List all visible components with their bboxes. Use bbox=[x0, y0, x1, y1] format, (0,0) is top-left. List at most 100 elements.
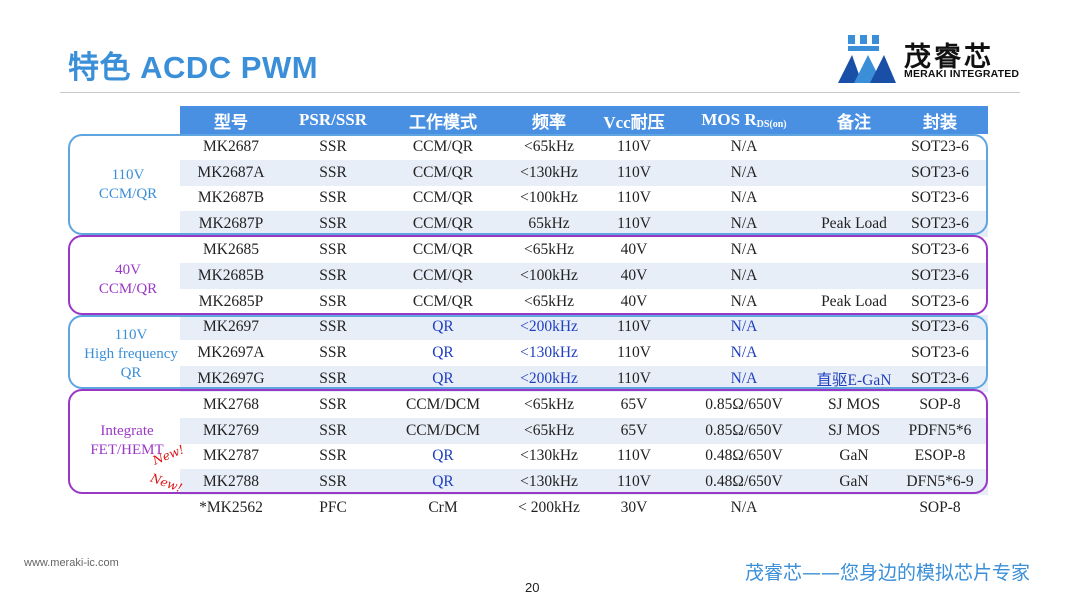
cell-mos-rds: N/A bbox=[730, 266, 758, 284]
cell-psr-ssr: SSR bbox=[319, 318, 347, 336]
page-number: 20 bbox=[525, 580, 540, 595]
table-row: MK2768 SSR CCM/DCM <65kHz 65V 0.85Ω/650V SJ MO… bbox=[180, 392, 988, 418]
cell-package: SOT23-6 bbox=[911, 370, 969, 388]
cell-mode: CCM/QR bbox=[412, 292, 474, 310]
product-table: 型号 PSR/SSR 工作模式 频率 Vcc耐压 MOS R DS(on) 备注 … bbox=[180, 106, 988, 521]
footer-slogan: 茂睿芯——您身边的模拟芯片专家 bbox=[745, 562, 1031, 584]
cell-psr-ssr: PFC bbox=[319, 499, 347, 517]
group-label-line: 110V bbox=[111, 167, 145, 183]
group-label-line: 110V bbox=[114, 327, 148, 343]
cell-frequency: <130kHz bbox=[520, 344, 578, 362]
group-label-line: CCM/QR bbox=[98, 281, 158, 297]
cell-vcc: 65V bbox=[620, 395, 648, 413]
cell-mos-rds: 0.48Ω/650V bbox=[705, 447, 783, 465]
cell-psr-ssr: SSR bbox=[319, 137, 347, 155]
cell-notes bbox=[816, 495, 892, 521]
cell-frequency: <130kHz bbox=[520, 473, 578, 491]
cell-mode: CCM/DCM bbox=[405, 395, 481, 413]
cell-frequency: <130kHz bbox=[520, 447, 578, 465]
table-row: MK2769 SSR CCM/DCM <65kHz 65V 0.85Ω/650V SJ MO… bbox=[180, 417, 988, 444]
cell-package: SOP-8 bbox=[919, 395, 961, 413]
cell-model: MK2687 bbox=[203, 137, 259, 155]
cell-psr-ssr: SSR bbox=[319, 473, 347, 491]
cell-model: MK2697A bbox=[197, 344, 265, 362]
cell-psr-ssr: SSR bbox=[319, 292, 347, 310]
header-package: 封装 bbox=[923, 112, 957, 132]
group-frame-110v-high-freq-qr bbox=[68, 315, 988, 389]
cell-vcc: 110V bbox=[617, 137, 651, 155]
cell-frequency: <200kHz bbox=[520, 318, 578, 336]
cell-package: SOT23-6 bbox=[911, 137, 969, 155]
cell-mos-rds: N/A bbox=[730, 292, 758, 310]
cell-mos-rds: N/A bbox=[730, 163, 758, 181]
header-psr-ssr: PSR/SSR bbox=[298, 110, 368, 129]
cell-psr-ssr: SSR bbox=[319, 421, 347, 439]
cell-mode: CCM/QR bbox=[412, 266, 474, 284]
cell-notes: GaN bbox=[839, 447, 869, 465]
cell-psr-ssr: SSR bbox=[319, 241, 347, 259]
group-label-line: QR bbox=[120, 365, 142, 381]
meraki-logo-icon bbox=[838, 35, 896, 83]
cell-psr-ssr: SSR bbox=[319, 370, 347, 388]
table-row: MK2685P SSR CCM/QR <65kHz 40V N/A Peak Load SOT… bbox=[180, 289, 988, 315]
cell-frequency: <65kHz bbox=[523, 241, 575, 259]
title-divider bbox=[60, 92, 1020, 93]
table-header: 型号 PSR/SSR 工作模式 频率 Vcc耐压 MOS R DS(on) 备注 … bbox=[180, 106, 988, 134]
cell-mode: QR bbox=[432, 318, 454, 336]
table-row: MK2697A SSR QR <130kHz 110V N/A SOT23-6 bbox=[180, 340, 988, 366]
cell-psr-ssr: SSR bbox=[319, 189, 347, 207]
cell-model: MK2687B bbox=[197, 189, 265, 207]
cell-mos-rds: 0.48Ω/650V bbox=[705, 473, 783, 491]
cell-mode: QR bbox=[432, 344, 454, 362]
table-row: *MK2562 PFC CrM < 200kHz 30V N/A SOP-8 bbox=[180, 495, 988, 521]
cell-package: SOT23-6 bbox=[911, 344, 969, 362]
table-row: MK2687P SSR CCM/QR 65kHz 110V N/A Peak Load SOT… bbox=[180, 211, 988, 238]
cell-frequency: <65kHz bbox=[523, 421, 575, 439]
cell-model: MK2685B bbox=[197, 266, 265, 284]
cell-mode: CCM/QR bbox=[412, 137, 474, 155]
header-frequency: 频率 bbox=[532, 112, 566, 132]
cell-vcc: 110V bbox=[617, 189, 651, 207]
cell-mode: CCM/QR bbox=[412, 215, 474, 233]
cell-mos-rds: N/A bbox=[730, 499, 758, 517]
table-row: MK2687 SSR CCM/QR <65kHz 110V N/A SOT23-6 bbox=[180, 134, 988, 160]
cell-psr-ssr: SSR bbox=[319, 266, 347, 284]
cell-vcc: 110V bbox=[617, 370, 651, 388]
logo-subtext: MERAKI INTEGRATED bbox=[904, 68, 1020, 80]
cell-mode: CCM/QR bbox=[412, 241, 474, 259]
header-mos-sub: DS(on) bbox=[756, 118, 787, 130]
cell-vcc: 110V bbox=[617, 473, 651, 491]
group-label-line: High frequency bbox=[84, 346, 178, 362]
table-row: MK2685 SSR CCM/QR <65kHz 40V N/A SOT23-6 bbox=[180, 237, 988, 263]
group-label-line: Integrate bbox=[100, 423, 154, 439]
cell-frequency: <100kHz bbox=[520, 189, 578, 207]
cell-vcc: 110V bbox=[617, 344, 651, 362]
cell-psr-ssr: SSR bbox=[319, 447, 347, 465]
cell-notes: SJ MOS bbox=[827, 421, 881, 439]
cell-mode: CrM bbox=[428, 499, 458, 517]
cell-mos-rds: 0.85Ω/650V bbox=[705, 395, 783, 413]
header-mode: 工作模式 bbox=[409, 112, 477, 132]
cell-vcc: 40V bbox=[620, 241, 648, 259]
cell-package: SOT23-6 bbox=[911, 163, 969, 181]
cell-mos-rds: N/A bbox=[730, 215, 758, 233]
cell-model: MK2685 bbox=[203, 241, 259, 259]
cell-mode: CCM/QR bbox=[412, 189, 474, 207]
cell-mode: CCM/DCM bbox=[405, 421, 481, 439]
cell-vcc: 110V bbox=[617, 163, 651, 181]
cell-frequency: <200kHz bbox=[520, 370, 578, 388]
cell-vcc: 40V bbox=[620, 266, 648, 284]
cell-package: SOT23-6 bbox=[911, 241, 969, 259]
header-mos-rds: MOS R DS(on) bbox=[672, 106, 816, 134]
cell-model: MK2685P bbox=[198, 292, 264, 310]
group-label-line: 40V bbox=[115, 262, 141, 278]
cell-package: SOP-8 bbox=[919, 499, 961, 517]
cell-package: SOT23-6 bbox=[911, 215, 969, 233]
cell-frequency: 65kHz bbox=[528, 215, 570, 233]
cell-psr-ssr: SSR bbox=[319, 395, 347, 413]
group-label-40v-ccm-qr: 40V CCM/QR bbox=[72, 261, 184, 299]
table-row: MK2787 SSR QR <130kHz 110V 0.48Ω/650V GaN ESOP-… bbox=[180, 444, 988, 470]
header-notes: 备注 bbox=[837, 112, 871, 132]
cell-mode: CCM/QR bbox=[412, 163, 474, 181]
cell-frequency: < 200kHz bbox=[518, 499, 580, 517]
